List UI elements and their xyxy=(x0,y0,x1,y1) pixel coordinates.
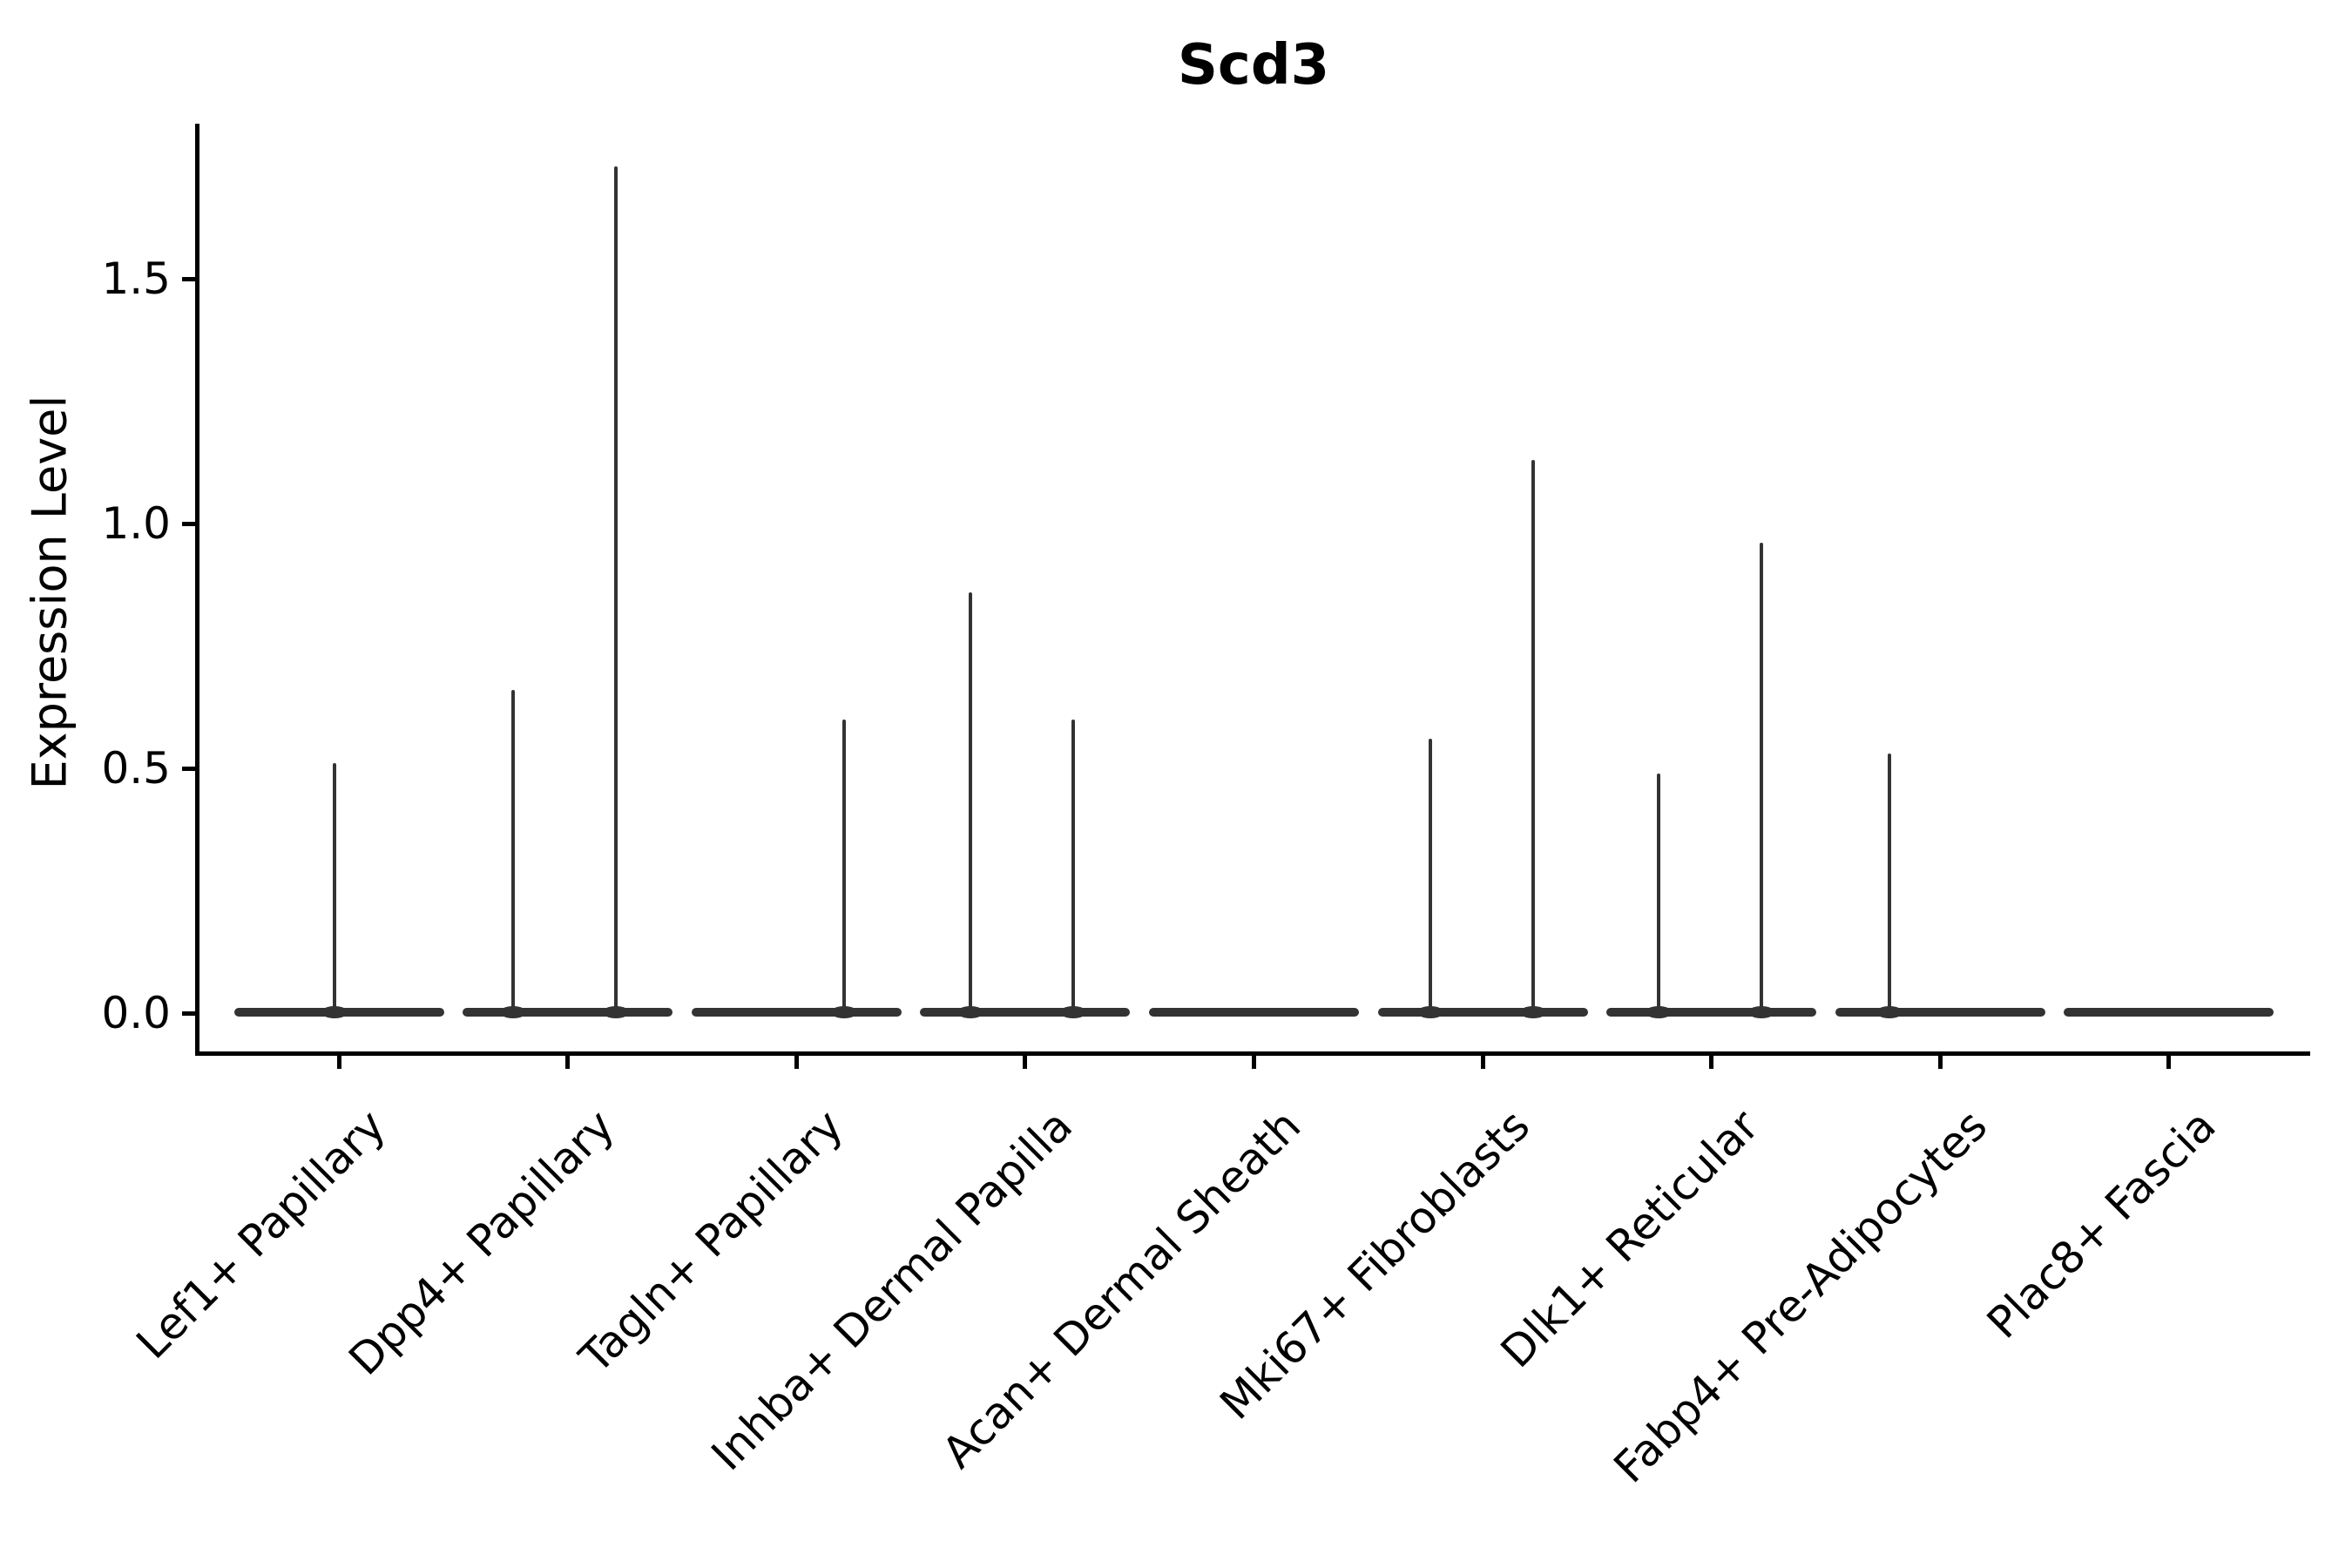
violin-base xyxy=(920,1008,1131,1017)
violin-base xyxy=(1835,1008,2045,1017)
x-tick-mark xyxy=(1709,1056,1714,1069)
violin-spike xyxy=(332,763,336,1010)
violin-base-bump xyxy=(1748,1006,1775,1018)
violin-spike xyxy=(1531,459,1535,1010)
x-tick-label: Plac8+ Fascia xyxy=(1977,1100,2226,1348)
violin-spike xyxy=(1760,543,1764,1010)
violin-base-bump xyxy=(499,1006,526,1018)
x-axis-spine xyxy=(195,1051,2310,1056)
y-axis-label: Expression Level xyxy=(22,395,78,790)
violin-base xyxy=(691,1008,902,1017)
x-tick-mark xyxy=(2166,1056,2172,1069)
y-tick-mark xyxy=(182,1010,195,1016)
violin-spike xyxy=(842,719,847,1010)
violin-base-bump xyxy=(1876,1006,1903,1018)
y-tick-label: 1.5 xyxy=(101,253,171,304)
x-tick-mark xyxy=(336,1056,341,1069)
y-tick-mark xyxy=(182,521,195,526)
violin-spike xyxy=(968,591,972,1010)
violin-base-bump xyxy=(956,1006,983,1018)
y-tick-label: 0.0 xyxy=(101,988,171,1038)
x-tick-mark xyxy=(1937,1056,1943,1069)
y-tick-label: 0.5 xyxy=(101,743,171,794)
chart-title: Scd3 xyxy=(1177,33,1330,98)
violin-base xyxy=(1377,1008,1588,1017)
violin-base xyxy=(1606,1008,1817,1017)
violin-base-bump xyxy=(1519,1006,1546,1018)
y-tick-mark xyxy=(182,766,195,771)
y-tick-label: 1.0 xyxy=(101,498,171,549)
violin-base-bump xyxy=(831,1006,858,1018)
x-tick-mark xyxy=(1480,1056,1485,1069)
violin-spike xyxy=(1657,773,1661,1010)
violin-spike xyxy=(1071,719,1075,1010)
violin-base xyxy=(1148,1008,1359,1017)
y-axis-spine xyxy=(195,124,199,1056)
violin-base-bump xyxy=(1416,1006,1443,1018)
violin-spike xyxy=(613,166,618,1010)
violin-base-bump xyxy=(1059,1006,1086,1018)
violin-base-bump xyxy=(321,1006,348,1018)
violin-base xyxy=(463,1008,673,1017)
x-tick-mark xyxy=(565,1056,571,1069)
x-tick-mark xyxy=(1251,1056,1256,1069)
violin-base-bump xyxy=(602,1006,629,1018)
y-tick-mark xyxy=(182,276,195,281)
x-tick-label: Lef1+ Papillary xyxy=(126,1100,396,1369)
x-tick-mark xyxy=(1023,1056,1028,1069)
violin-spike xyxy=(1888,754,1892,1010)
violin-base-bump xyxy=(1646,1006,1673,1018)
x-tick-label: Fabp4+ Pre-Adipocytes xyxy=(1604,1100,1997,1493)
violin-spike xyxy=(1428,739,1432,1010)
x-tick-mark xyxy=(794,1056,799,1069)
violin-spike xyxy=(510,690,515,1010)
violin-base xyxy=(2064,1008,2274,1017)
